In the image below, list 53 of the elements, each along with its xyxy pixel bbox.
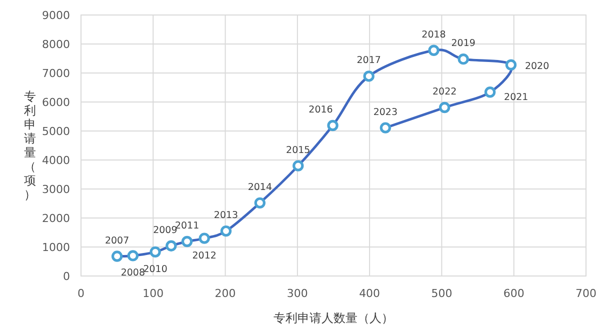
annotation: 2022 [432,86,457,98]
x-tick-label: 0 [78,287,84,300]
x-tick-label: 500 [431,287,452,300]
point [505,59,517,70]
annotation: 2016 [308,104,333,116]
y-tick-label: 0 [63,270,70,283]
y-tick-label: 6000 [42,96,70,109]
annotation: 2020 [524,60,550,72]
y-tick-label: 8000 [42,38,70,51]
x-axis-title: 专利申请人数量（人） [274,311,394,325]
point [150,246,161,258]
point [458,53,469,65]
annotation: 2009 [153,224,178,236]
point [111,250,123,262]
x-tick-label: 200 [214,287,236,300]
x-tick-label: 400 [359,287,380,300]
x-tick-label: 100 [142,287,164,300]
y-tick-label: 4000 [42,154,70,167]
point [166,240,177,252]
point [181,236,193,248]
x-tick-label: 600 [503,287,524,300]
y-tick-label: 1000 [42,241,70,254]
x-tick-label: 700 [576,287,596,300]
point [428,44,440,56]
annotation: 2010 [143,264,168,275]
y-tick-label: 2000 [42,212,70,225]
point [292,160,304,172]
annotation: 2021 [504,92,528,104]
annotation: 2015 [286,144,310,156]
annotation: 2012 [192,250,216,262]
point [254,197,266,209]
annotation: 2013 [214,210,238,222]
point [484,86,496,98]
annotation: 2007 [104,235,130,246]
point [327,120,338,132]
annotation: 2014 [248,182,272,193]
y-tick-label: 5000 [42,125,70,138]
annotation: 2017 [356,55,381,66]
point [127,250,139,262]
point [363,70,374,82]
annotation: 2008 [120,268,146,279]
annotation: 2019 [451,38,476,50]
point [198,232,210,244]
y-tick-label: 3000 [42,183,70,196]
y-tick-label: 7000 [42,67,70,80]
y-tick-label: 9000 [42,9,70,22]
annotation: 2018 [422,29,446,40]
x-tick-label: 300 [286,287,308,300]
annotation: 2023 [373,106,398,118]
point [439,102,450,114]
point [220,225,232,237]
point [380,122,392,134]
y-axis-title: 专利申请量（项） [24,90,36,202]
